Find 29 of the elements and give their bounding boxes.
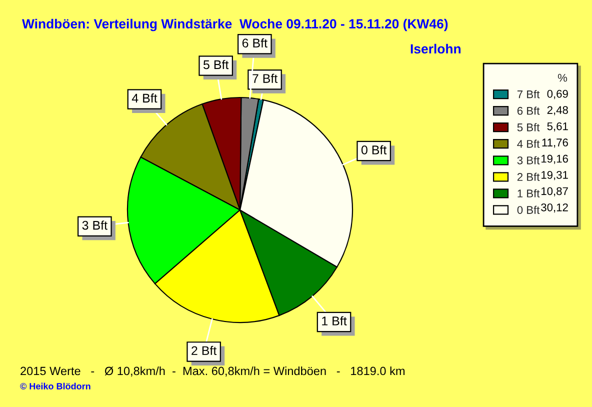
legend-label: 0 Bft (517, 206, 540, 214)
legend-label: 6 Bft (517, 106, 540, 115)
data-label: 19,31 (541, 171, 568, 180)
legend-label: 7 Bft (517, 90, 540, 98)
data-label: 11,76 (542, 138, 568, 148)
legend-label: 3 Bft (517, 156, 540, 164)
slice-label: 6 Bft (242, 38, 268, 48)
chart-subtitle: Iserlohn (410, 44, 461, 54)
slice-label: 0 Bft (361, 145, 387, 154)
legend-label: 1 Bft (518, 189, 540, 198)
slice-label: 3 Bft (82, 220, 108, 230)
slice-label: 4 Bft (132, 93, 158, 103)
legend-title: % (558, 74, 568, 82)
slice-label: 1 Bft (322, 316, 347, 326)
legend-label: 4 Bft (517, 140, 540, 148)
legend-label: 2 Bft (517, 172, 540, 181)
data-label: 30,12 (541, 203, 568, 213)
data-label: 10,87 (541, 187, 568, 196)
text: 2015 Werte - Ø 10,8km/h - Max. 60,8km/h = Windböen - 1819.0 km (20, 366, 404, 377)
data-label: 19,16 (541, 154, 568, 164)
chart-title: Windböen: Verteilung Windstärke Woche 09.11.20 - 15.11.20 (KW46) (22, 18, 448, 32)
data-label: 5,61 (547, 122, 568, 132)
slice-label: 2 Bft (192, 346, 217, 356)
data-label: 2,48 (547, 106, 568, 116)
slice-label: 5 Bft (203, 60, 229, 70)
data-label: 0,69 (547, 90, 568, 100)
legend-label: 5 Bft (517, 123, 540, 132)
slice-label: 7 Bft (252, 74, 278, 83)
text: © Heiko Blödorn (20, 382, 90, 390)
